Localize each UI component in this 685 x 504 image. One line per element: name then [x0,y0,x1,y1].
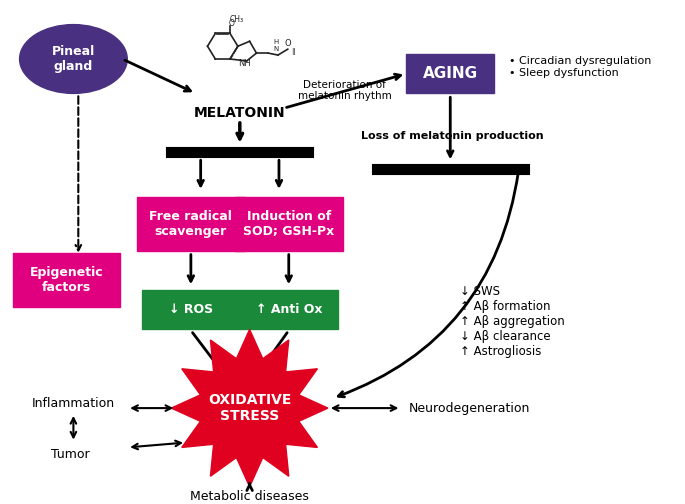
FancyBboxPatch shape [240,290,338,330]
Text: ||: || [291,48,296,54]
Text: Pineal
gland: Pineal gland [52,45,95,73]
Text: AGING: AGING [423,66,478,81]
Ellipse shape [20,25,127,93]
Text: OXIDATIVE
STRESS: OXIDATIVE STRESS [208,393,291,423]
FancyBboxPatch shape [142,290,240,330]
Text: Inflammation: Inflammation [32,397,115,410]
Text: • Circadian dysregulation
• Sleep dysfunction: • Circadian dysregulation • Sleep dysfun… [509,56,651,78]
Text: O: O [229,19,235,28]
Text: Neurodegeneration: Neurodegeneration [409,402,530,415]
Text: melatonin structure: melatonin structure [233,53,247,55]
Text: Epigenetic
factors: Epigenetic factors [29,266,103,294]
Text: Induction of
SOD; GSH-Px: Induction of SOD; GSH-Px [243,210,334,238]
Text: O: O [284,39,291,48]
Text: Metabolic diseases: Metabolic diseases [190,490,309,502]
FancyBboxPatch shape [137,197,245,251]
Text: Tumor: Tumor [51,448,90,461]
Text: Free radical
scavenger: Free radical scavenger [149,210,232,238]
Text: ↓ SWS
↑ Aβ formation
↑ Aβ aggregation
↓ Aβ clearance
↑ Astrogliosis: ↓ SWS ↑ Aβ formation ↑ Aβ aggregation ↓ … [460,285,565,358]
Text: ↑ Anti Ox: ↑ Anti Ox [256,303,322,317]
Text: H
N: H N [273,39,279,52]
FancyBboxPatch shape [235,197,342,251]
Text: ↓ ROS: ↓ ROS [169,303,213,317]
Text: CH₃: CH₃ [229,15,244,24]
Polygon shape [171,330,328,487]
Text: Loss of melatonin production: Loss of melatonin production [361,131,543,141]
Text: MELATONIN: MELATONIN [194,106,286,120]
Text: NH: NH [238,59,251,69]
Text: Deterioration of
melatonin rhythm: Deterioration of melatonin rhythm [298,80,391,101]
FancyBboxPatch shape [13,253,121,307]
FancyBboxPatch shape [406,54,495,93]
